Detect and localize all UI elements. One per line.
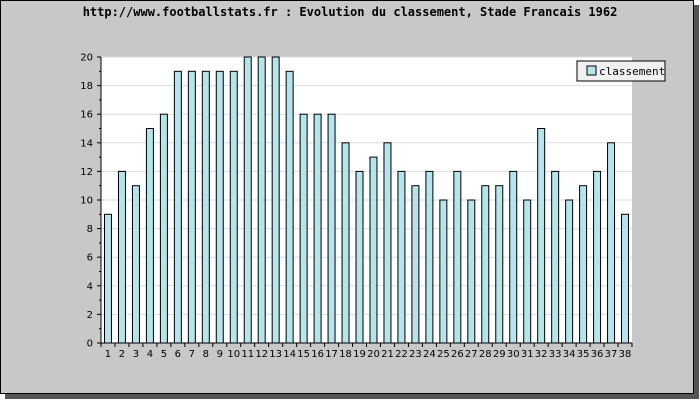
bar — [579, 185, 588, 344]
bar — [131, 185, 140, 344]
x-tick-label: 34 — [563, 349, 576, 360]
x-tick-label: 38 — [619, 349, 632, 360]
x-tick-label: 7 — [189, 349, 195, 360]
y-tick-label: 16 — [80, 110, 93, 121]
y-tick-label: 20 — [80, 53, 93, 64]
bar — [383, 142, 392, 344]
y-tick-label: 6 — [87, 253, 93, 264]
bar — [355, 170, 364, 344]
legend: classement — [576, 60, 666, 82]
bar — [369, 156, 378, 344]
y-axis-ticks: 0 2 4 6 8 10 12 14 16 18 20 — [80, 53, 101, 350]
x-tick-label: 12 — [255, 349, 268, 360]
y-tick-label: 4 — [87, 281, 93, 292]
x-tick-label: 16 — [311, 349, 324, 360]
bar — [103, 213, 112, 344]
x-tick-label: 14 — [283, 349, 296, 360]
bar — [117, 170, 126, 344]
x-tick-label: 36 — [591, 349, 604, 360]
x-tick-label: 8 — [203, 349, 209, 360]
bar — [593, 170, 602, 344]
x-tick-label: 21 — [381, 349, 394, 360]
x-tick-label: 32 — [535, 349, 548, 360]
x-tick-label: 6 — [175, 349, 181, 360]
bar — [229, 70, 238, 344]
y-tick-label: 18 — [80, 81, 93, 92]
bar — [313, 113, 322, 344]
bar — [299, 113, 308, 344]
x-tick-label: 1 — [105, 349, 111, 360]
bar — [411, 185, 420, 344]
x-tick-label: 25 — [437, 349, 450, 360]
bar — [495, 185, 504, 344]
x-tick-label: 9 — [217, 349, 223, 360]
bar — [439, 199, 448, 344]
bar — [201, 70, 210, 344]
x-tick-label: 35 — [577, 349, 590, 360]
legend-label: classement — [599, 65, 665, 78]
bar — [187, 70, 196, 344]
x-tick-label: 20 — [367, 349, 380, 360]
bar — [523, 199, 532, 344]
bar — [397, 170, 406, 344]
bar — [159, 113, 168, 344]
bar — [453, 170, 462, 344]
x-tick-label: 37 — [605, 349, 618, 360]
x-tick-label: 3 — [133, 349, 139, 360]
x-tick-label: 2 — [119, 349, 125, 360]
bar — [173, 70, 182, 344]
x-tick-label: 31 — [521, 349, 534, 360]
x-tick-label: 10 — [227, 349, 240, 360]
y-tick-label: 2 — [87, 310, 93, 321]
x-tick-label: 11 — [241, 349, 254, 360]
bar — [145, 128, 154, 344]
x-tick-label: 30 — [507, 349, 520, 360]
x-tick-label: 23 — [409, 349, 422, 360]
bar — [341, 142, 350, 344]
y-tick-label: 14 — [80, 138, 93, 149]
y-tick-label: 12 — [80, 167, 93, 178]
legend-swatch — [586, 65, 597, 76]
bar — [271, 56, 280, 344]
bar — [481, 185, 490, 344]
x-tick-label: 24 — [423, 349, 436, 360]
bar — [509, 170, 518, 344]
chart-title: http://www.footballstats.fr : Evolution … — [83, 5, 618, 19]
bar — [285, 70, 294, 344]
y-tick-label: 8 — [87, 224, 93, 235]
x-tick-label: 26 — [451, 349, 464, 360]
bar — [607, 142, 616, 344]
bar — [327, 113, 336, 344]
x-tick-label: 15 — [297, 349, 310, 360]
x-tick-label: 28 — [479, 349, 492, 360]
bar — [257, 56, 266, 344]
bar — [551, 170, 560, 344]
x-tick-label: 33 — [549, 349, 562, 360]
y-tick-label: 0 — [87, 339, 93, 350]
legend-box — [576, 60, 666, 82]
x-tick-label: 5 — [161, 349, 167, 360]
x-tick-label: 13 — [269, 349, 282, 360]
x-tick-label: 27 — [465, 349, 478, 360]
bar — [215, 70, 224, 344]
bar — [467, 199, 476, 344]
x-axis-ticks: 1 2 3 4 5 6 7 8 9 10 11 12 13 14 15 16 17 18 19 20 21 22 23 24 2… — [100, 343, 633, 360]
x-tick-label: 18 — [339, 349, 352, 360]
x-tick-label: 17 — [325, 349, 338, 360]
x-tick-label: 29 — [493, 349, 506, 360]
y-tick-label: 10 — [80, 196, 93, 207]
bar — [243, 56, 252, 344]
bar — [565, 199, 574, 344]
bar — [621, 213, 630, 344]
bar — [537, 128, 546, 344]
x-tick-label: 19 — [353, 349, 366, 360]
x-tick-label: 22 — [395, 349, 408, 360]
bar — [425, 170, 434, 344]
x-tick-label: 4 — [147, 349, 153, 360]
